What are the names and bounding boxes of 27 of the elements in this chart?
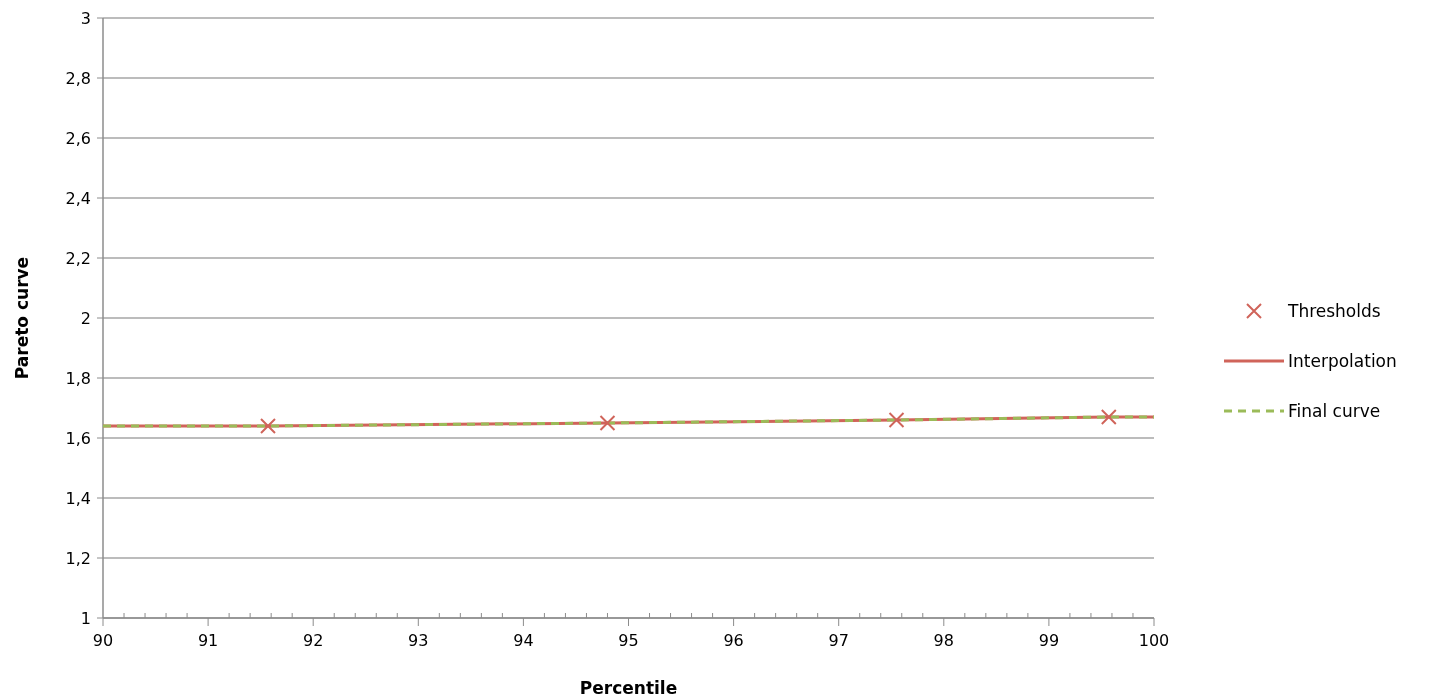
y-tick-label: 1 <box>80 608 91 628</box>
x-tick-label: 95 <box>618 631 639 650</box>
legend-label: Thresholds <box>1287 300 1381 321</box>
x-tick-label: 97 <box>828 631 849 650</box>
y-tick-label: 2,8 <box>65 68 91 88</box>
x-tick-label: 91 <box>197 631 219 650</box>
y-tick-label: 2 <box>80 308 91 328</box>
x-tick-label: 100 <box>1138 631 1170 650</box>
y-tick-label: 1,4 <box>65 488 91 508</box>
legend-label: Final curve <box>1288 400 1381 421</box>
x-tick-label: 92 <box>303 631 324 650</box>
x-tick-label: 94 <box>513 631 534 650</box>
y-axis-title: Pareto curve <box>12 256 32 380</box>
y-tick-label: 3 <box>80 8 91 28</box>
y-tick-label: 2,4 <box>65 188 91 208</box>
x-tick-label: 98 <box>933 631 954 650</box>
y-tick-label: 2,2 <box>65 248 91 268</box>
y-tick-label: 1,8 <box>65 368 91 388</box>
y-tick-label: 1,2 <box>65 548 91 568</box>
x-tick-label: 96 <box>723 631 744 650</box>
x-tick-label: 93 <box>408 631 429 650</box>
x-axis-title: Percentile <box>579 678 678 698</box>
y-tick-label: 1,6 <box>65 428 91 448</box>
legend-label: Interpolation <box>1288 350 1397 371</box>
y-tick-label: 2,6 <box>65 128 91 148</box>
x-tick-label: 90 <box>92 631 114 650</box>
x-tick-label: 99 <box>1038 631 1060 650</box>
